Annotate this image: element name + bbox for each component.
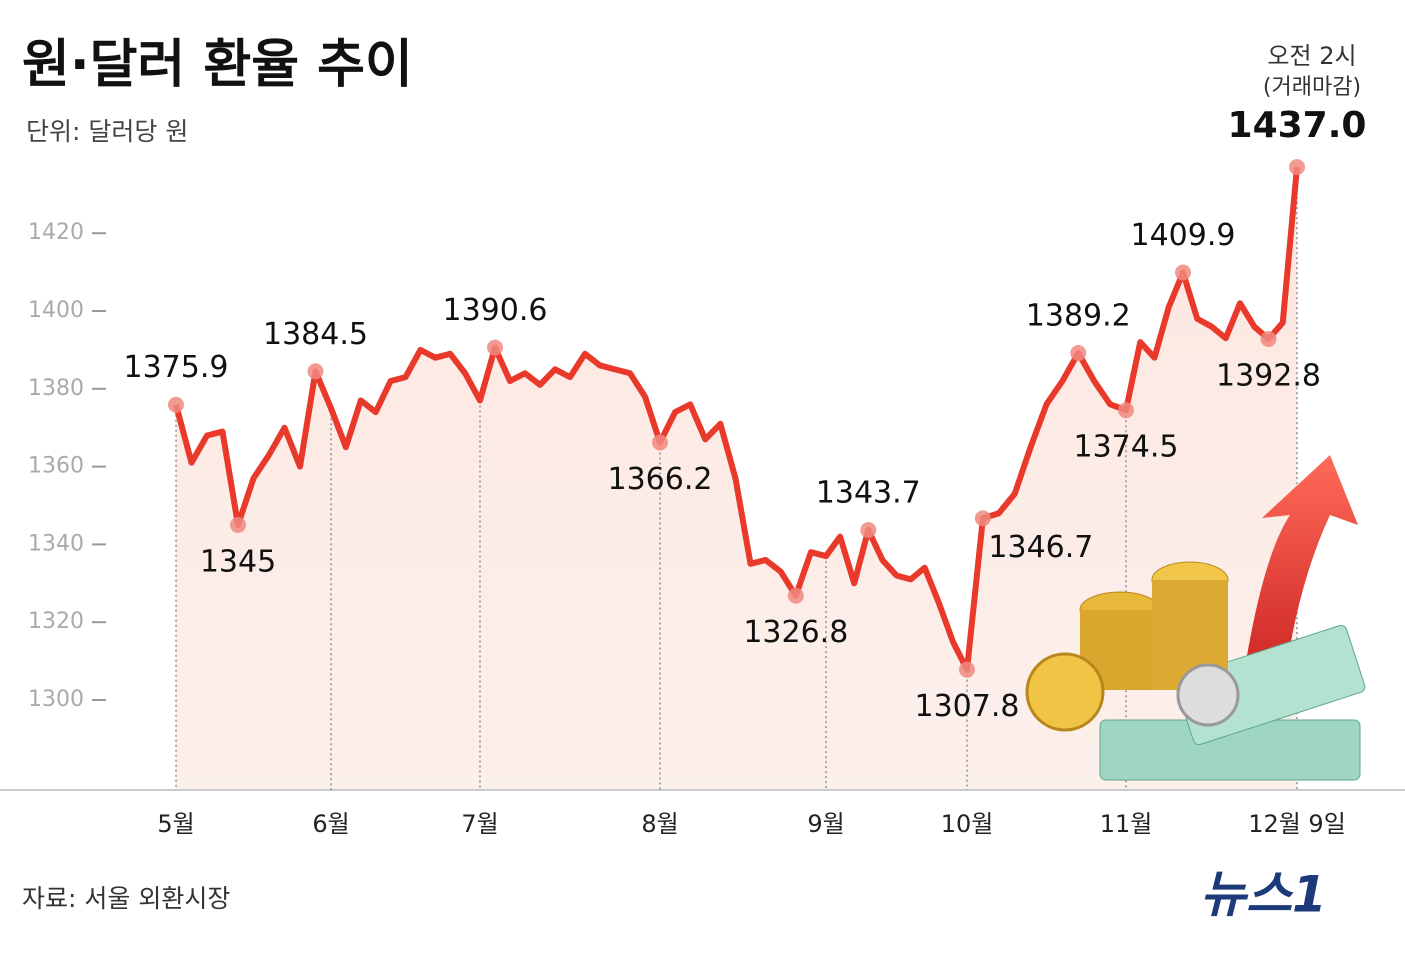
y-tick-label: 1380 bbox=[28, 376, 84, 401]
point bbox=[307, 363, 324, 380]
data-label: 1345 bbox=[200, 544, 276, 579]
point bbox=[1260, 331, 1277, 348]
annotation: 오전 2시 bbox=[1267, 42, 1356, 70]
data-label: 1384.5 bbox=[263, 317, 368, 352]
data-label: 1326.8 bbox=[743, 615, 848, 650]
x-tick-label: 7월 bbox=[461, 810, 498, 838]
point bbox=[787, 587, 804, 604]
data-label: 1307.8 bbox=[915, 689, 1020, 724]
x-tick-label: 6월 bbox=[312, 810, 349, 838]
data-label: 1346.7 bbox=[988, 530, 1093, 565]
point bbox=[1118, 402, 1134, 419]
x-tick-label: 5월 bbox=[157, 810, 194, 838]
point bbox=[487, 339, 503, 356]
illustration bbox=[1025, 455, 1366, 781]
data-label: 1409.9 bbox=[1131, 218, 1236, 253]
data-label: 1389.2 bbox=[1026, 299, 1131, 334]
data-label: 1343.7 bbox=[816, 476, 921, 511]
y-tick-label: 1420 bbox=[28, 220, 84, 245]
x-tick-label: 8월 bbox=[641, 810, 678, 838]
point bbox=[168, 396, 184, 413]
y-tick-label: 1320 bbox=[28, 609, 84, 634]
x-tick-label: 9월 bbox=[807, 810, 844, 838]
y-tick-label: 1360 bbox=[28, 454, 84, 479]
area bbox=[176, 167, 1297, 790]
y-tick-label: 1400 bbox=[28, 298, 84, 323]
data-label: 1390.6 bbox=[443, 293, 548, 328]
point bbox=[230, 516, 246, 533]
x-tick-label: 10월 bbox=[941, 810, 994, 838]
data-label: 1366.2 bbox=[608, 462, 713, 497]
x-tick-label: 11월 bbox=[1100, 810, 1153, 838]
point bbox=[652, 434, 668, 451]
point bbox=[959, 661, 975, 678]
data-label: 1375.9 bbox=[124, 350, 229, 385]
data-label: 1392.8 bbox=[1216, 359, 1321, 394]
x-tick-label: 12월 9일 bbox=[1248, 810, 1346, 838]
subtitle: 단위: 달러당 원 bbox=[26, 117, 188, 146]
point bbox=[1289, 159, 1305, 176]
point bbox=[974, 510, 991, 527]
point bbox=[860, 522, 877, 539]
source: 자료: 서울 외환시장 bbox=[22, 884, 230, 913]
y-tick-label: 1300 bbox=[28, 687, 84, 712]
point bbox=[1175, 264, 1191, 281]
annotation: (거래마감) bbox=[1263, 75, 1361, 100]
y-tick-label: 1340 bbox=[28, 531, 84, 556]
line bbox=[173, 166, 1300, 673]
data-label: 1437.0 bbox=[1228, 105, 1367, 146]
point bbox=[1070, 345, 1087, 362]
data-label: 1374.5 bbox=[1074, 430, 1179, 465]
chart-title: 원·달러 환율 추이 bbox=[22, 35, 413, 95]
logo: 뉴스1 bbox=[1200, 866, 1327, 924]
